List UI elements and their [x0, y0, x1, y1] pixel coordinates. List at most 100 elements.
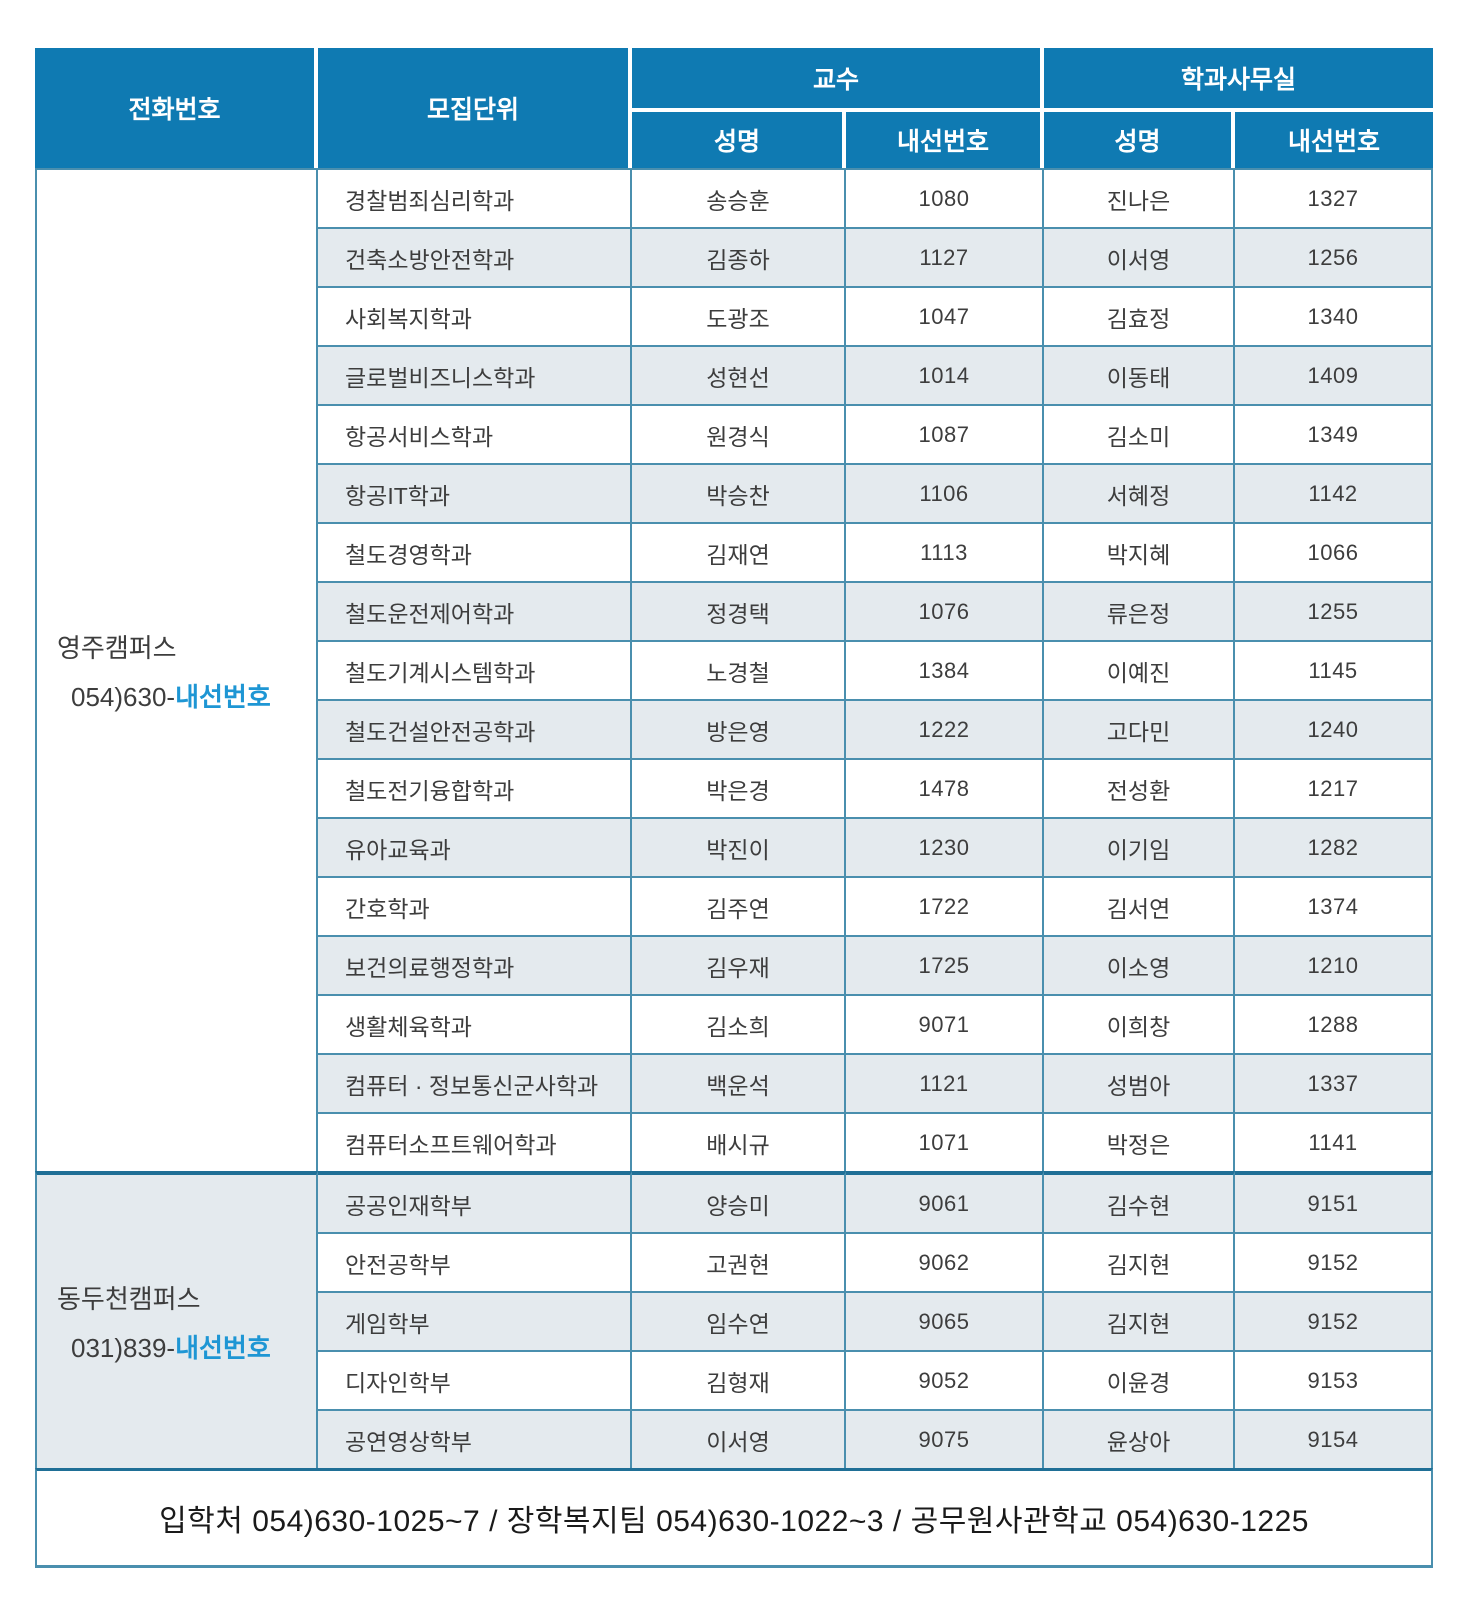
prof-extension-cell: 1087	[846, 406, 1045, 465]
office-extension-cell: 1374	[1235, 878, 1434, 937]
prof-extension-cell: 1725	[846, 937, 1045, 996]
header-group-professor: 교수	[632, 48, 1045, 112]
table-row: 공연영상학부 이서영 9075 윤상아 9154	[35, 1411, 1434, 1468]
office-extension-cell: 1340	[1235, 288, 1434, 347]
table-footer: 입학처 054)630-1025~7 / 장학복지팀 054)630-1022~…	[35, 1468, 1434, 1568]
table-row: 디자인학부 김형재 9052 이윤경 9153	[35, 1352, 1434, 1411]
prof-extension-cell: 9075	[846, 1411, 1045, 1468]
office-name-cell: 성범아	[1044, 1055, 1236, 1114]
dept-cell: 생활체육학과	[318, 996, 632, 1055]
office-name-cell: 김효정	[1044, 288, 1236, 347]
table-row: 간호학과 김주연 1722 김서연 1374	[35, 878, 1434, 937]
office-extension-cell: 1141	[1235, 1114, 1434, 1171]
table-row: 영주캠퍼스 054)630-내선번호 경찰범죄심리학과 송승훈 1080 진나은 1327	[35, 168, 1434, 1171]
prof-name-cell: 백운석	[632, 1055, 846, 1114]
campus-phone-extension-label: 내선번호	[175, 681, 271, 712]
prof-name-cell: 정경택	[632, 583, 846, 642]
office-name-cell: 김지현	[1044, 1293, 1236, 1352]
prof-name-cell: 김종하	[632, 229, 846, 288]
office-extension-cell: 1409	[1235, 347, 1434, 406]
header-office-extension: 내선번호	[1235, 112, 1434, 168]
office-name-cell: 류은정	[1044, 583, 1236, 642]
dept-cell: 사회복지학과	[318, 288, 632, 347]
table-row: 항공서비스학과 원경식 1087 김소미 1349	[35, 406, 1434, 465]
dept-cell: 게임학부	[318, 1293, 632, 1352]
office-name-cell: 김소미	[1044, 406, 1236, 465]
prof-name-cell: 송승훈	[632, 168, 846, 229]
prof-name-cell: 노경철	[632, 642, 846, 701]
prof-name-cell: 김주연	[632, 878, 846, 937]
table-header: 전화번호 모집단위 교수 학과사무실 성명 내선번호 성명 내선번호	[35, 48, 1434, 168]
prof-extension-cell: 1230	[846, 819, 1045, 878]
prof-name-cell: 성현선	[632, 347, 846, 406]
table-row: 동두천캠퍼스 031)839-내선번호 공공인재학부 양승미 9061 김수현 9151	[35, 1171, 1434, 1468]
prof-name-cell: 이서영	[632, 1411, 846, 1468]
office-extension-cell: 1240	[1235, 701, 1434, 760]
dept-cell: 항공서비스학과	[318, 406, 632, 465]
dept-cell: 철도운전제어학과	[318, 583, 632, 642]
prof-name-cell: 방은영	[632, 701, 846, 760]
prof-extension-cell: 1478	[846, 760, 1045, 819]
dept-cell: 안전공학부	[318, 1234, 632, 1293]
table-row: 게임학부 임수연 9065 김지현 9152	[35, 1293, 1434, 1352]
prof-extension-cell: 9061	[846, 1171, 1045, 1234]
header-group-office: 학과사무실	[1044, 48, 1434, 112]
prof-name-cell: 고권현	[632, 1234, 846, 1293]
prof-extension-cell: 1127	[846, 229, 1045, 288]
campus-cell: 동두천캠퍼스 031)839-내선번호	[35, 1171, 318, 1468]
prof-extension-cell: 1222	[846, 701, 1045, 760]
office-name-cell: 이소영	[1044, 937, 1236, 996]
campus-cell: 영주캠퍼스 054)630-내선번호	[35, 168, 318, 1171]
dept-cell: 경찰범죄심리학과	[318, 168, 632, 229]
table-row: 철도전기융합학과 박은경 1478 전성환 1217	[35, 760, 1434, 819]
dept-cell: 보건의료행정학과	[318, 937, 632, 996]
dept-cell: 철도건설안전공학과	[318, 701, 632, 760]
table-row: 컴퓨터 · 정보통신군사학과 백운석 1121 성범아 1337	[35, 1055, 1434, 1114]
office-extension-cell: 1210	[1235, 937, 1434, 996]
prof-name-cell: 박진이	[632, 819, 846, 878]
campus-name: 영주캠퍼스	[57, 632, 177, 663]
office-extension-cell: 1145	[1235, 642, 1434, 701]
office-name-cell: 김수현	[1044, 1171, 1236, 1234]
table-row: 건축소방안전학과 김종하 1127 이서영 1256	[35, 229, 1434, 288]
prof-extension-cell: 1106	[846, 465, 1045, 524]
prof-name-cell: 박승찬	[632, 465, 846, 524]
office-extension-cell: 1282	[1235, 819, 1434, 878]
prof-extension-cell: 1384	[846, 642, 1045, 701]
table-row: 철도기계시스템학과 노경철 1384 이예진 1145	[35, 642, 1434, 701]
office-name-cell: 이서영	[1044, 229, 1236, 288]
table-row: 사회복지학과 도광조 1047 김효정 1340	[35, 288, 1434, 347]
campus-phone-prefix: 054)630-	[71, 681, 176, 712]
table-row: 항공IT학과 박승찬 1106 서혜정 1142	[35, 465, 1434, 524]
office-extension-cell: 1256	[1235, 229, 1434, 288]
prof-name-cell: 배시규	[632, 1114, 846, 1171]
prof-extension-cell: 1121	[846, 1055, 1045, 1114]
footer-contact-line: 입학처 054)630-1025~7 / 장학복지팀 054)630-1022~…	[35, 1468, 1434, 1568]
table-row: 철도경영학과 김재연 1113 박지혜 1066	[35, 524, 1434, 583]
prof-extension-cell: 9062	[846, 1234, 1045, 1293]
office-extension-cell: 1217	[1235, 760, 1434, 819]
campus-name: 동두천캠퍼스	[57, 1283, 201, 1314]
office-name-cell: 박정은	[1044, 1114, 1236, 1171]
prof-name-cell: 임수연	[632, 1293, 846, 1352]
prof-extension-cell: 1071	[846, 1114, 1045, 1171]
office-extension-cell: 1255	[1235, 583, 1434, 642]
office-extension-cell: 1327	[1235, 168, 1434, 229]
section-yeongju: 영주캠퍼스 054)630-내선번호 경찰범죄심리학과 송승훈 1080 진나은 1327 건…	[35, 168, 1434, 1171]
header-professor-extension: 내선번호	[846, 112, 1045, 168]
office-extension-cell: 9154	[1235, 1411, 1434, 1468]
table-row: 생활체육학과 김소희 9071 이희창 1288	[35, 996, 1434, 1055]
prof-name-cell: 도광조	[632, 288, 846, 347]
header-professor-name: 성명	[632, 112, 846, 168]
office-name-cell: 고다민	[1044, 701, 1236, 760]
prof-name-cell: 박은경	[632, 760, 846, 819]
table-row: 글로벌비즈니스학과 성현선 1014 이동태 1409	[35, 347, 1434, 406]
campus-phone-extension-label: 내선번호	[175, 1332, 271, 1363]
campus-phone: 054)630-내선번호	[57, 677, 316, 714]
office-name-cell: 서혜정	[1044, 465, 1236, 524]
office-extension-cell: 9152	[1235, 1234, 1434, 1293]
prof-extension-cell: 1080	[846, 168, 1045, 229]
dept-cell: 공연영상학부	[318, 1411, 632, 1468]
office-extension-cell: 1066	[1235, 524, 1434, 583]
